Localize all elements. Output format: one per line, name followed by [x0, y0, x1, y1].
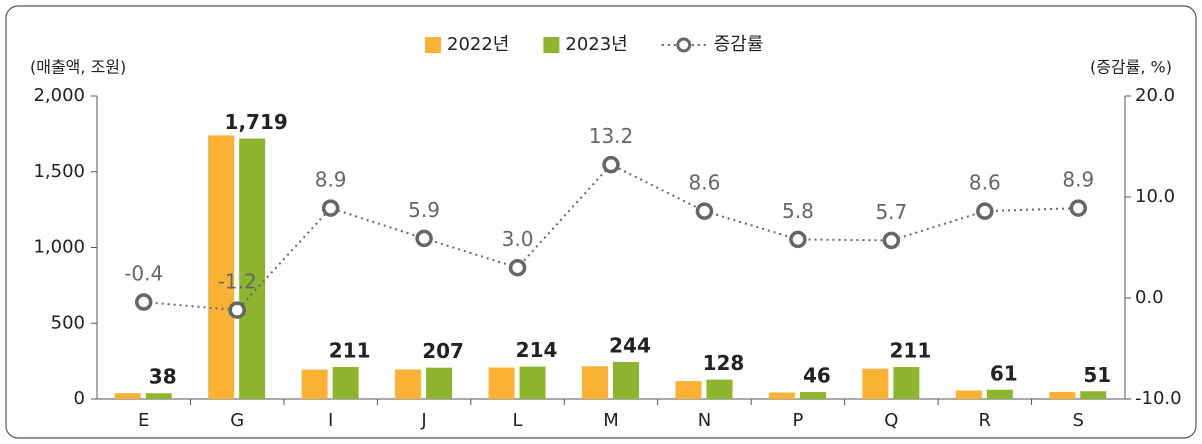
- y-tick-label: 500: [51, 312, 85, 333]
- bar: [955, 390, 982, 399]
- bar: [613, 362, 639, 399]
- bar-label: 214: [516, 338, 558, 362]
- growth-label: 5.9: [408, 198, 440, 222]
- y2-tick-label: -10.0: [1135, 388, 1182, 409]
- growth-label: 8.9: [1062, 168, 1094, 192]
- y2-tick-label: 0.0: [1135, 287, 1164, 308]
- bar: [488, 367, 515, 399]
- bar-label: 1,719: [225, 110, 288, 134]
- bar-label: 128: [703, 351, 745, 375]
- bar: [862, 368, 889, 399]
- x-tick-label: S: [1073, 410, 1084, 431]
- bar: [426, 367, 453, 399]
- growth-marker: [882, 231, 901, 250]
- bar-label: 38: [149, 365, 177, 389]
- y-tick-label: 2,000: [33, 85, 85, 106]
- x-tick-label: P: [792, 410, 803, 431]
- legend-swatch: [425, 37, 441, 53]
- bar: [301, 369, 328, 399]
- growth-label: 8.9: [315, 168, 347, 192]
- growth-marker: [415, 229, 433, 248]
- growth-marker: [508, 258, 527, 277]
- legend-label: 2023년: [565, 34, 627, 55]
- x-tick-label: M: [603, 410, 619, 431]
- bar-label: 211: [329, 339, 371, 363]
- growth-marker: [134, 293, 153, 311]
- bar: [799, 392, 826, 399]
- bar: [114, 393, 141, 399]
- growth-marker: [321, 199, 340, 217]
- x-tick-label: J: [420, 410, 426, 431]
- growth-marker: [789, 230, 807, 249]
- growth-marker: [1069, 199, 1088, 217]
- legend-marker: [676, 37, 692, 53]
- growth-label: 5.8: [782, 199, 814, 223]
- bar-label: 207: [422, 339, 464, 363]
- bar: [1080, 391, 1107, 399]
- bar: [332, 367, 359, 399]
- growth-label: 8.6: [689, 171, 721, 195]
- bar-label: 61: [990, 361, 1018, 385]
- bar: [706, 379, 733, 399]
- bar: [239, 138, 266, 399]
- growth-label: 5.7: [875, 200, 907, 224]
- y-tick-label: 1,000: [33, 237, 85, 258]
- growth-line: [143, 163, 1079, 312]
- legend-label: 2022년: [447, 34, 509, 55]
- frame: [5, 5, 1197, 439]
- y-tick-label: 0: [74, 388, 85, 409]
- growth-marker: [602, 155, 620, 174]
- growth-marker: [695, 202, 714, 220]
- bar-label: 211: [889, 339, 931, 363]
- y2-tick-label: 10.0: [1135, 186, 1175, 207]
- bar-label: 244: [609, 334, 651, 358]
- growth-label: 13.2: [589, 124, 634, 148]
- y-axis-label: (매출액, 조원): [30, 58, 126, 77]
- bar: [395, 369, 422, 399]
- x-tick-label: L: [513, 410, 523, 431]
- x-tick-label: R: [979, 410, 992, 431]
- bar: [519, 366, 546, 399]
- y-tick-label: 1,500: [33, 161, 85, 182]
- legend-swatch: [543, 37, 560, 53]
- bar-label: 46: [803, 364, 831, 388]
- growth-label: 8.6: [969, 171, 1001, 195]
- x-tick-label: Q: [884, 410, 898, 431]
- growth-label: -1.2: [218, 270, 257, 294]
- bar: [208, 135, 235, 399]
- bar: [893, 367, 920, 399]
- y2-axis-label: (증감률, %): [1090, 58, 1172, 77]
- bar-label: 51: [1083, 363, 1111, 387]
- bar: [675, 381, 702, 399]
- bar: [145, 393, 172, 399]
- bar: [986, 389, 1013, 399]
- bar: [768, 392, 795, 399]
- growth-label: 3.0: [502, 227, 534, 251]
- legend-label: 증감률: [714, 34, 764, 55]
- growth-marker: [228, 301, 246, 319]
- bar: [582, 366, 608, 399]
- y2-tick-label: 20.0: [1135, 85, 1175, 106]
- x-tick-label: I: [328, 410, 333, 431]
- growth-marker: [976, 202, 994, 220]
- growth-label: -0.4: [124, 262, 163, 286]
- bar: [1049, 391, 1076, 399]
- x-tick-label: E: [138, 410, 149, 431]
- x-tick-label: N: [698, 410, 711, 431]
- x-tick-label: G: [230, 410, 244, 431]
